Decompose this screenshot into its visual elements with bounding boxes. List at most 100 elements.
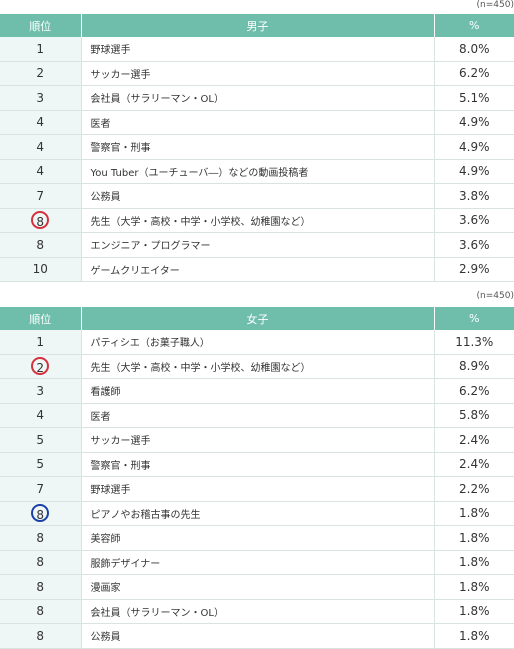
job-cell: パティシエ（お菓子職人） [81, 330, 435, 355]
table-row: 5 警察官・刑事 2.4% [0, 452, 514, 477]
job-column-header: 男子 [81, 14, 435, 37]
job-cell: ゲームクリエイター [81, 257, 435, 282]
rank-cell: 4 [0, 134, 82, 160]
table-row: 1 パティシエ（お菓子職人） 11.3% [0, 330, 514, 355]
rank-cell: 8 [0, 574, 82, 600]
rank-column-header: 順位 [0, 14, 82, 37]
percent-cell: 6.2% [434, 378, 514, 404]
header-row: 順位 女子 % [0, 307, 514, 330]
job-cell: 医者 [81, 110, 435, 135]
rank-cell: 5 [0, 427, 82, 453]
sample-size-note-girls: (n=450) [476, 291, 514, 301]
rank-cell: 2 [0, 354, 82, 379]
boys-ranking-table: 順位 男子 % 1 野球選手 8.0% 2 サッカー選手 6.2% 3 会社員（サラリーマン・… [0, 14, 514, 282]
table-row: 3 看護師 6.2% [0, 378, 514, 404]
table-row: 8 美容師 1.8% [0, 525, 514, 551]
percent-cell: 2.2% [434, 476, 514, 502]
table-row: 10 ゲームクリエイター 2.9% [0, 257, 514, 282]
job-cell: 医者 [81, 403, 435, 428]
rank-cell: 4 [0, 159, 82, 184]
rank-cell: 1 [0, 37, 82, 62]
job-cell: 看護師 [81, 378, 435, 404]
percent-cell: 1.8% [434, 599, 514, 624]
percent-cell: 1.8% [434, 525, 514, 551]
job-cell: 野球選手 [81, 37, 435, 62]
job-cell: 公務員 [81, 623, 435, 649]
job-cell: ピアノやお稽古事の先生 [81, 501, 435, 526]
percent-cell: 5.8% [434, 403, 514, 428]
percent-cell: 1.8% [434, 623, 514, 649]
percent-cell: 2.4% [434, 452, 514, 477]
rank-cell: 3 [0, 378, 82, 404]
percent-cell: 3.6% [434, 232, 514, 258]
girls-ranking-table: 順位 女子 % 1 パティシエ（お菓子職人） 11.3% 2 先生（大学・高校・中学・小… [0, 307, 514, 649]
table-row: 7 公務員 3.8% [0, 183, 514, 209]
table-row: 8 エンジニア・プログラマー 3.6% [0, 232, 514, 258]
percent-cell: 2.4% [434, 427, 514, 453]
percent-cell: 8.0% [434, 37, 514, 62]
sample-size-note-boys: (n=450) [476, 0, 514, 10]
table-row: 2 先生（大学・高校・中学・小学校、幼稚園など） 8.9% [0, 354, 514, 379]
job-cell: 警察官・刑事 [81, 452, 435, 477]
rank-cell: 2 [0, 61, 82, 86]
rank-cell: 10 [0, 257, 82, 282]
rank-cell: 4 [0, 403, 82, 428]
rank-cell: 5 [0, 452, 82, 477]
percent-cell: 5.1% [434, 85, 514, 111]
percent-cell: 2.9% [434, 257, 514, 282]
table-row: 3 会社員（サラリーマン・OL） 5.1% [0, 85, 514, 111]
rank-cell: 8 [0, 232, 82, 258]
job-cell: You Tuber（ユーチューバ―）などの動画投稿者 [81, 159, 435, 184]
job-column-header: 女子 [81, 307, 435, 330]
rank-column-header: 順位 [0, 307, 82, 330]
job-cell: 野球選手 [81, 476, 435, 502]
job-cell: 公務員 [81, 183, 435, 209]
blue-circle-highlight: 8 [31, 504, 50, 523]
percent-cell: 1.8% [434, 550, 514, 575]
table-row: 4 You Tuber（ユーチューバ―）などの動画投稿者 4.9% [0, 159, 514, 184]
table-row: 8 漫画家 1.8% [0, 574, 514, 600]
rank-cell: 8 [0, 550, 82, 575]
table-row: 4 医者 5.8% [0, 403, 514, 428]
red-circle-highlight: 2 [31, 357, 50, 376]
percent-cell: 11.3% [434, 330, 514, 355]
rank-cell: 4 [0, 110, 82, 135]
rank-cell: 7 [0, 183, 82, 209]
rank-cell: 3 [0, 85, 82, 111]
rank-cell: 1 [0, 330, 82, 355]
table-row: 2 サッカー選手 6.2% [0, 61, 514, 86]
percent-cell: 4.9% [434, 134, 514, 160]
percent-cell: 3.6% [434, 208, 514, 233]
rank-cell: 7 [0, 476, 82, 502]
percent-column-header: % [434, 14, 514, 37]
table-row: 4 警察官・刑事 4.9% [0, 134, 514, 160]
job-cell: 警察官・刑事 [81, 134, 435, 160]
percent-cell: 6.2% [434, 61, 514, 86]
percent-cell: 8.9% [434, 354, 514, 379]
job-cell: 服飾デザイナー [81, 550, 435, 575]
job-cell: 会社員（サラリーマン・OL） [81, 85, 435, 111]
rank-cell: 8 [0, 623, 82, 649]
job-cell: サッカー選手 [81, 61, 435, 86]
table-row: 5 サッカー選手 2.4% [0, 427, 514, 453]
table-row: 1 野球選手 8.0% [0, 37, 514, 62]
percent-cell: 1.8% [434, 574, 514, 600]
job-cell: サッカー選手 [81, 427, 435, 453]
rank-cell: 8 [0, 208, 82, 233]
percent-cell: 4.9% [434, 159, 514, 184]
table-row: 8 公務員 1.8% [0, 623, 514, 649]
rank-cell: 8 [0, 599, 82, 624]
table-row: 8 ピアノやお稽古事の先生 1.8% [0, 501, 514, 526]
job-cell: 先生（大学・高校・中学・小学校、幼稚園など） [81, 354, 435, 379]
job-cell: 漫画家 [81, 574, 435, 600]
job-cell: 先生（大学・高校・中学・小学校、幼稚園など） [81, 208, 435, 233]
table-row: 8 会社員（サラリーマン・OL） 1.8% [0, 599, 514, 624]
percent-cell: 3.8% [434, 183, 514, 209]
table-row: 8 先生（大学・高校・中学・小学校、幼稚園など） 3.6% [0, 208, 514, 233]
percent-cell: 1.8% [434, 501, 514, 526]
table-row: 8 服飾デザイナー 1.8% [0, 550, 514, 575]
rank-cell: 8 [0, 501, 82, 526]
job-cell: 美容師 [81, 525, 435, 551]
percent-column-header: % [434, 307, 514, 330]
table-row: 4 医者 4.9% [0, 110, 514, 135]
